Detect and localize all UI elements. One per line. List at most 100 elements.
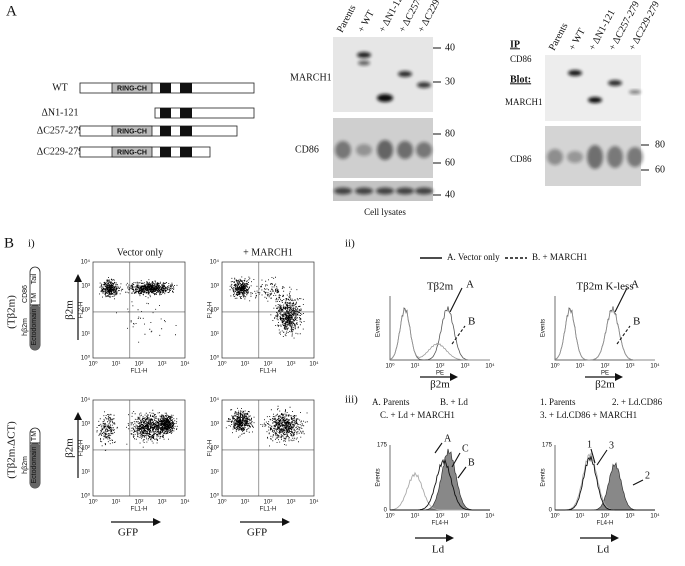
tick-label: 10⁰ [217,361,227,368]
curve-label: C [462,443,469,454]
leader-line [614,287,628,313]
blot-band [396,187,414,195]
histogram-curve [554,307,655,361]
panel-title: Tβ2m [427,281,454,293]
tick-label: 10⁰ [81,493,91,500]
curve-label: 2 [645,470,650,481]
histogram-curve [389,308,490,361]
tick-label: 10³ [210,284,219,290]
axis-name: Events [541,319,547,337]
blot-band [415,187,433,195]
tm-domain [160,126,171,136]
tick-label: 10⁴ [650,363,660,370]
histogram-curve [390,448,490,511]
blot-panel [545,55,641,121]
legend-entry: A. Parents [372,397,410,407]
histogram-curve [389,306,490,361]
tick-label: 10⁰ [88,361,98,368]
diagram-label: hβ2m [22,456,29,474]
tick-label: 175 [377,443,388,449]
tick-label: 10² [436,364,445,370]
blot-band [608,80,622,86]
leader-line [632,479,644,486]
section-label: ii) [345,238,355,250]
diagram-label: TM [31,293,38,303]
blot-band [398,71,412,77]
tick-label: 10³ [461,514,470,520]
construct-name: ΔN1-121 [42,107,79,118]
ring-domain [111,146,153,158]
row-label: CD86 [295,144,319,155]
tick-label: 10² [81,308,90,314]
legend-entry: B. + MARCH1 [532,252,587,262]
leader-line [451,325,466,345]
legend-entry: 3. + Ld.CD86 + MARCH1 [540,410,637,420]
scatter-dots [229,276,305,339]
construct-bar [154,107,255,119]
blot-band [587,145,603,169]
marker-label: 80 [655,139,665,150]
leader-line [451,452,461,468]
legend-entry: A. Vector only [447,252,500,262]
blot-band [377,94,393,102]
tick-label: 10¹ [112,362,121,368]
row-name: (Tβ2m) [6,295,18,329]
blot-band [377,140,393,160]
tm-domain [180,83,192,93]
legend-entry: 1. Parents [540,397,576,407]
diagram-label: TM [31,431,38,441]
tick-label: 10¹ [81,332,90,338]
tick-label: 10⁰ [550,363,560,370]
axis-name: Events [376,468,382,486]
tick-label: 10² [601,364,610,370]
tick-label: 10⁰ [81,355,91,362]
histogram-curve [555,462,655,511]
tm-domain [160,108,171,118]
row-label: MARCH1 [505,97,543,107]
tick-label: 10⁴ [81,397,91,404]
axis-name: FL1-H [260,369,277,375]
tick-label: 10³ [461,364,470,370]
tick-label: 0 [549,508,553,514]
axis-title: β2m [64,300,76,320]
column-title: + MARCH1 [243,247,293,258]
blot-band [357,52,371,58]
axis-name: FL1-H [131,369,148,375]
arrow-head [615,373,623,381]
tick-label: 10³ [81,422,90,428]
tick-label: 10¹ [576,514,585,520]
axis-name: FL2-H [79,302,85,319]
tm-domain [160,83,171,93]
lane-label: + WT [567,27,588,53]
axis-name: FL4-H [432,521,449,527]
tick-label: 10⁰ [550,513,560,520]
leader-line [449,287,463,313]
curve-label: B [468,457,475,468]
domain-label: RING-CH [117,128,147,135]
marker-label: 60 [445,157,455,168]
axis-title: GFP [247,527,267,539]
tick-label: 10³ [287,362,296,368]
tick-label: 10² [264,362,273,368]
tick-label: 0 [384,508,388,514]
arrow-head [74,412,82,420]
scatter-frame [221,261,315,359]
axis-title: Ld [597,544,610,556]
tick-label: 175 [542,443,553,449]
tick-label: 10¹ [411,514,420,520]
tick-label: 10² [601,514,610,520]
marker-label: 40 [445,189,455,200]
tick-label: 10⁴ [309,499,319,506]
legend-entry: B. + Ld [440,397,468,407]
tick-label: 10² [264,500,273,506]
tick-label: 10⁰ [217,499,227,506]
curve-label: A [444,433,452,444]
construct-name: ΔC257-279 [37,125,83,136]
arrow-head [446,534,454,542]
diagram-label: Ectodomain [31,308,38,345]
diagram-label: CD86 [22,285,29,303]
blot-band [568,70,582,76]
tick-label: 10² [210,446,219,452]
axis-title: Ld [432,544,445,556]
tick-label: 10⁴ [485,363,495,370]
